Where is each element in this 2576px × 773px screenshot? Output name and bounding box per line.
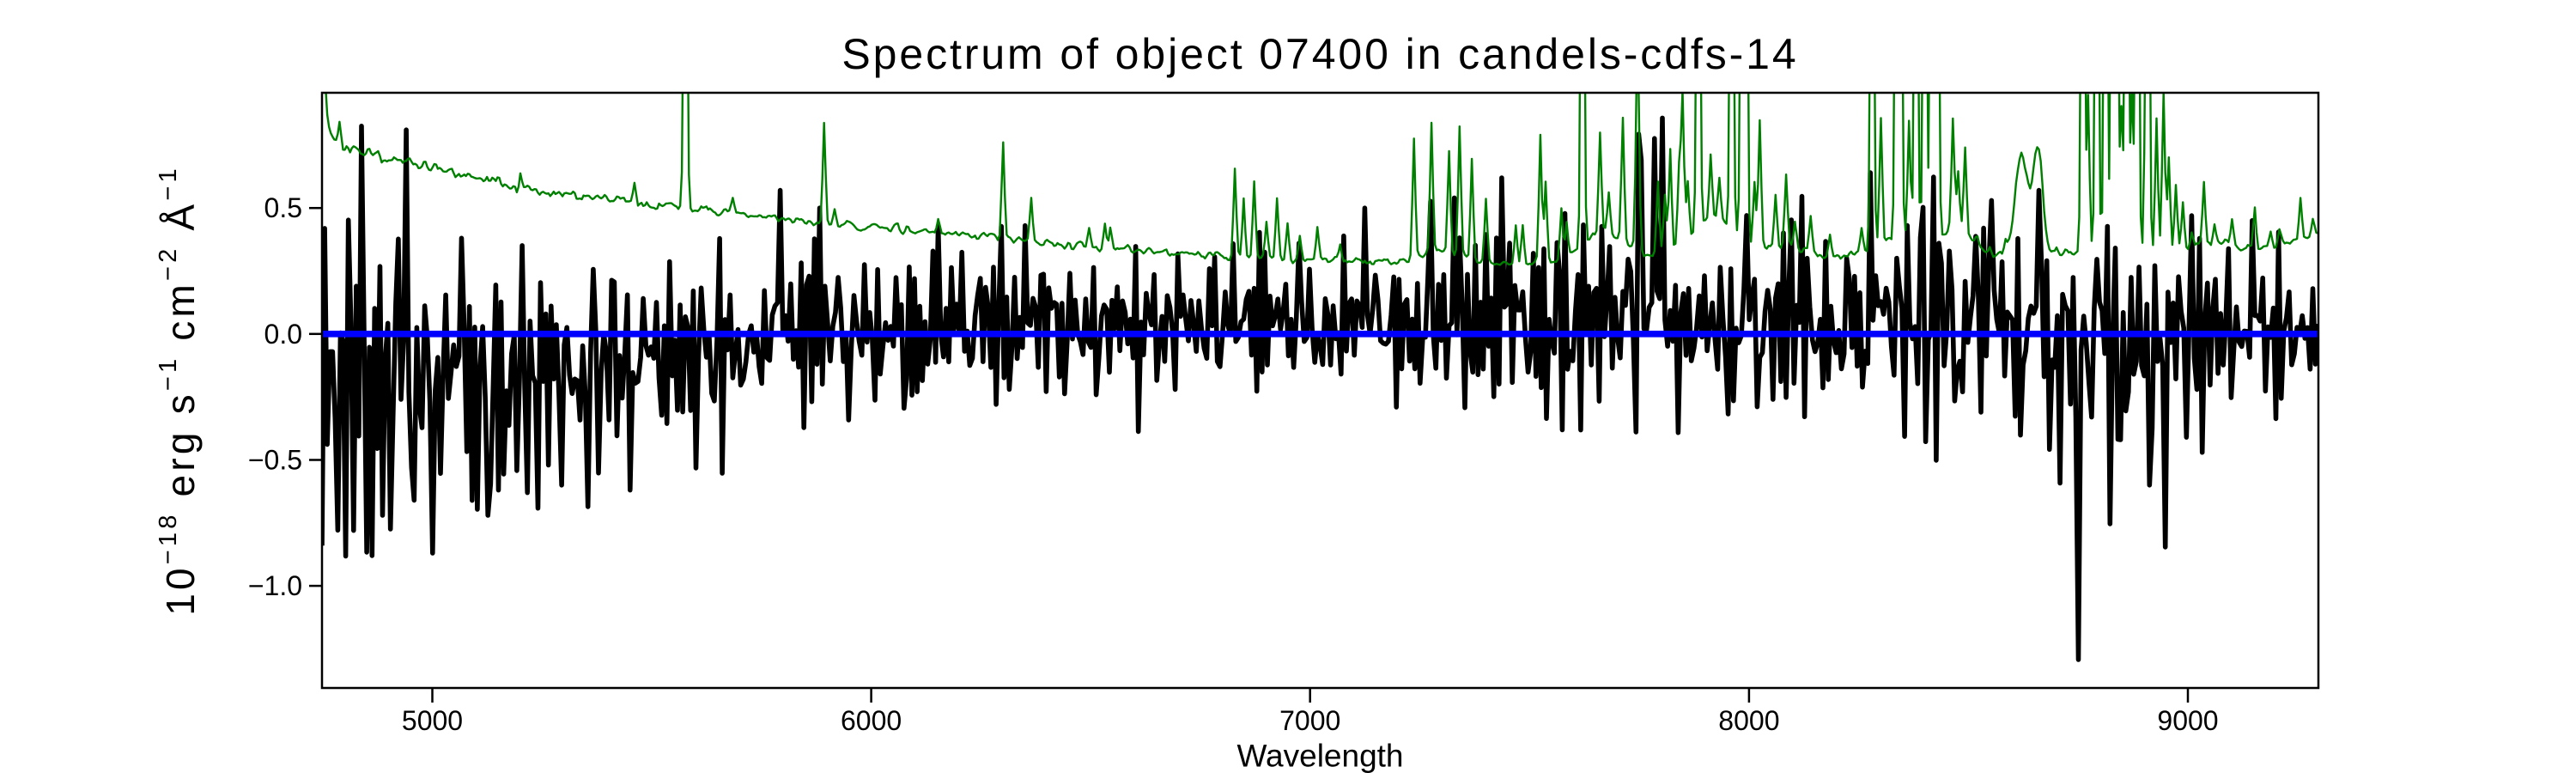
svg-text:0.5: 0.5 — [264, 192, 302, 223]
svg-text:−1.0: −1.0 — [248, 570, 302, 601]
svg-text:6000: 6000 — [841, 705, 902, 736]
svg-text:0.0: 0.0 — [264, 319, 302, 350]
svg-text:Spectrum of object 07400 in ca: Spectrum of object 07400 in candels-cdfs… — [841, 30, 1798, 78]
svg-text:5000: 5000 — [402, 705, 463, 736]
svg-text:−0.5: −0.5 — [248, 445, 302, 476]
svg-text:8000: 8000 — [1718, 705, 1779, 736]
svg-text:10−18 erg s−1 cm−2 Å−1: 10−18 erg s−1 cm−2 Å−1 — [155, 165, 203, 616]
svg-text:9000: 9000 — [2157, 705, 2218, 736]
svg-text:7000: 7000 — [1279, 705, 1340, 736]
svg-text:Wavelength: Wavelength — [1236, 739, 1403, 773]
